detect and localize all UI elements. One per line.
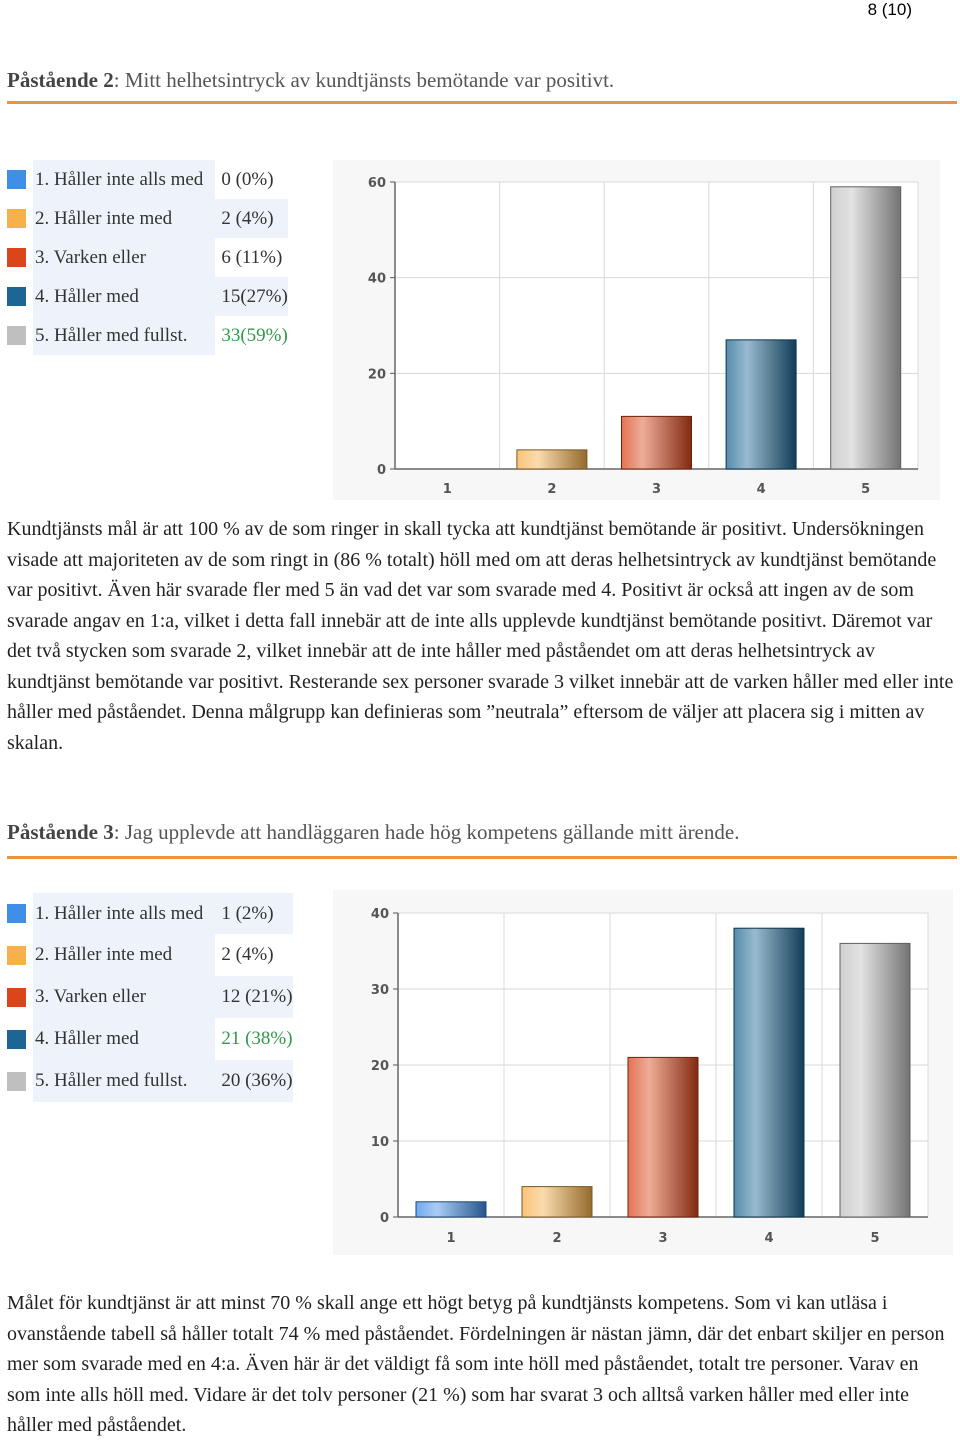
y-tick-label: 20 (368, 367, 386, 382)
bar-category-2 (516, 449, 588, 470)
y-tick-label: 10 (371, 1135, 389, 1150)
legend-value: 20 (36%) (215, 1060, 293, 1102)
legend-value: 0 (0%) (221, 168, 274, 190)
legend-value: 12 (21%) (215, 976, 293, 1018)
legend-value: 15(27%) (215, 277, 288, 316)
legend-label: 5. Håller med fullst. (33, 1060, 216, 1102)
legend-color-swatch (7, 945, 26, 965)
y-tick-label: 60 (368, 176, 386, 191)
legend-color-swatch (7, 1071, 26, 1091)
legend-row: 1. Håller inte alls med 1 (2%) (5, 893, 293, 934)
x-tick-label: 2 (552, 1231, 561, 1246)
y-tick-label: 30 (371, 983, 389, 998)
legend-row: 4. Håller med 21 (38%) (5, 1018, 293, 1060)
statement-3-label: Påstående 3 (7, 820, 114, 844)
legend-label: 5. Håller med fullst. (33, 316, 216, 355)
legend-row: 5. Håller med fullst. 20 (36%) (5, 1060, 293, 1102)
legend-label: 2. Håller inte med (33, 199, 216, 238)
legend-value: 2 (4%) (215, 199, 288, 238)
legend-label: 4. Håller med (33, 277, 216, 316)
legend-label: 3. Varken eller (33, 238, 216, 277)
legend-row: 3. Varken eller 6 (11%) (5, 238, 288, 277)
y-tick-label: 40 (368, 272, 386, 287)
legend-row: 3. Varken eller 12 (21%) (5, 976, 293, 1018)
legend-label: 1. Håller inte alls med (33, 893, 216, 934)
statement-3-legend: 1. Håller inte alls med 1 (2%) 2. Håller… (5, 893, 293, 1102)
statement-2-label: Påstående 2 (7, 68, 114, 92)
x-tick-label: 5 (870, 1231, 879, 1246)
statement-3-chart: 0 10 20 30 40 1 2 3 4 5 (333, 890, 953, 1255)
bar-category-3 (621, 415, 692, 470)
legend-color-swatch (7, 170, 26, 189)
legend-value: 6 (11%) (221, 246, 283, 268)
statement-2-legend: 1. Håller inte alls med 0 (0%) 2. Håller… (5, 160, 288, 355)
statement-2-bar-chart: 0 20 40 60 1 2 3 4 5 (368, 176, 919, 497)
legend-label: 2. Håller inte med (33, 934, 216, 976)
legend-row: 2. Håller inte med 2 (4%) (5, 934, 293, 976)
legend-color-swatch (7, 987, 26, 1007)
statement-3-bar-chart: 0 10 20 30 40 1 2 3 4 5 (371, 907, 929, 1246)
legend-color-swatch (7, 209, 26, 228)
page-number: 8 (10) (867, 0, 912, 19)
x-tick-label: 3 (652, 482, 661, 497)
legend-value: 33(59%) (221, 324, 288, 346)
statement-2-chart: 0 20 40 60 1 2 3 4 5 (333, 160, 940, 500)
statement-2-text: : Mitt helhetsintryck av kundtjänsts bem… (113, 68, 615, 92)
statement-3-heading: Påstående 3: Jag upplevde att handläggar… (7, 820, 739, 845)
y-tick-label: 40 (371, 907, 389, 922)
y-tick-label: 0 (377, 463, 386, 478)
bar-category-5 (830, 186, 902, 470)
bar-category-4 (725, 339, 797, 470)
legend-row: 5. Håller med fullst. 33(59%) (5, 316, 288, 355)
statement-2-paragraph: Kundtjänsts mål är att 100 % av de som r… (7, 518, 954, 754)
legend-color-swatch (7, 248, 26, 267)
legend-color-swatch (7, 287, 26, 306)
legend-row: 2. Håller inte med 2 (4%) (5, 199, 288, 238)
x-tick-label: 4 (764, 1231, 773, 1246)
statement-3-paragraph: Målet för kundtjänst är att minst 70 % s… (7, 1292, 945, 1436)
section-divider (7, 101, 957, 104)
x-tick-label: 5 (861, 482, 870, 497)
bar-category-4 (733, 927, 805, 1218)
statement-2-heading: Påstående 2: Mitt helhetsintryck av kund… (7, 68, 614, 93)
y-tick-label: 20 (371, 1059, 389, 1074)
legend-color-swatch (7, 1029, 26, 1049)
x-tick-label: 3 (658, 1231, 667, 1246)
legend-label: 3. Varken eller (33, 976, 216, 1018)
x-tick-label: 2 (547, 482, 556, 497)
x-tick-label: 4 (757, 482, 766, 497)
legend-label: 1. Håller inte alls med (33, 160, 216, 199)
bar-category-3 (627, 1056, 699, 1218)
section-divider (7, 856, 957, 859)
legend-value: 21 (38%) (221, 1028, 293, 1049)
legend-color-swatch (7, 904, 26, 923)
x-tick-label: 1 (446, 1231, 455, 1246)
legend-value: 1 (2%) (215, 893, 293, 934)
x-tick-label: 1 (443, 482, 452, 497)
bar-category-1 (415, 1201, 487, 1218)
legend-row: 1. Håller inte alls med 0 (0%) (5, 160, 288, 199)
bar-category-5 (839, 942, 911, 1218)
y-tick-label: 0 (380, 1211, 389, 1226)
legend-color-swatch (7, 326, 26, 345)
statement-3-text: : Jag upplevde att handläggaren hade hög… (113, 820, 740, 844)
legend-row: 4. Håller med 15(27%) (5, 277, 288, 316)
legend-label: 4. Håller med (33, 1018, 216, 1060)
legend-value: 2 (4%) (221, 944, 274, 965)
bar-category-2 (521, 1186, 593, 1218)
